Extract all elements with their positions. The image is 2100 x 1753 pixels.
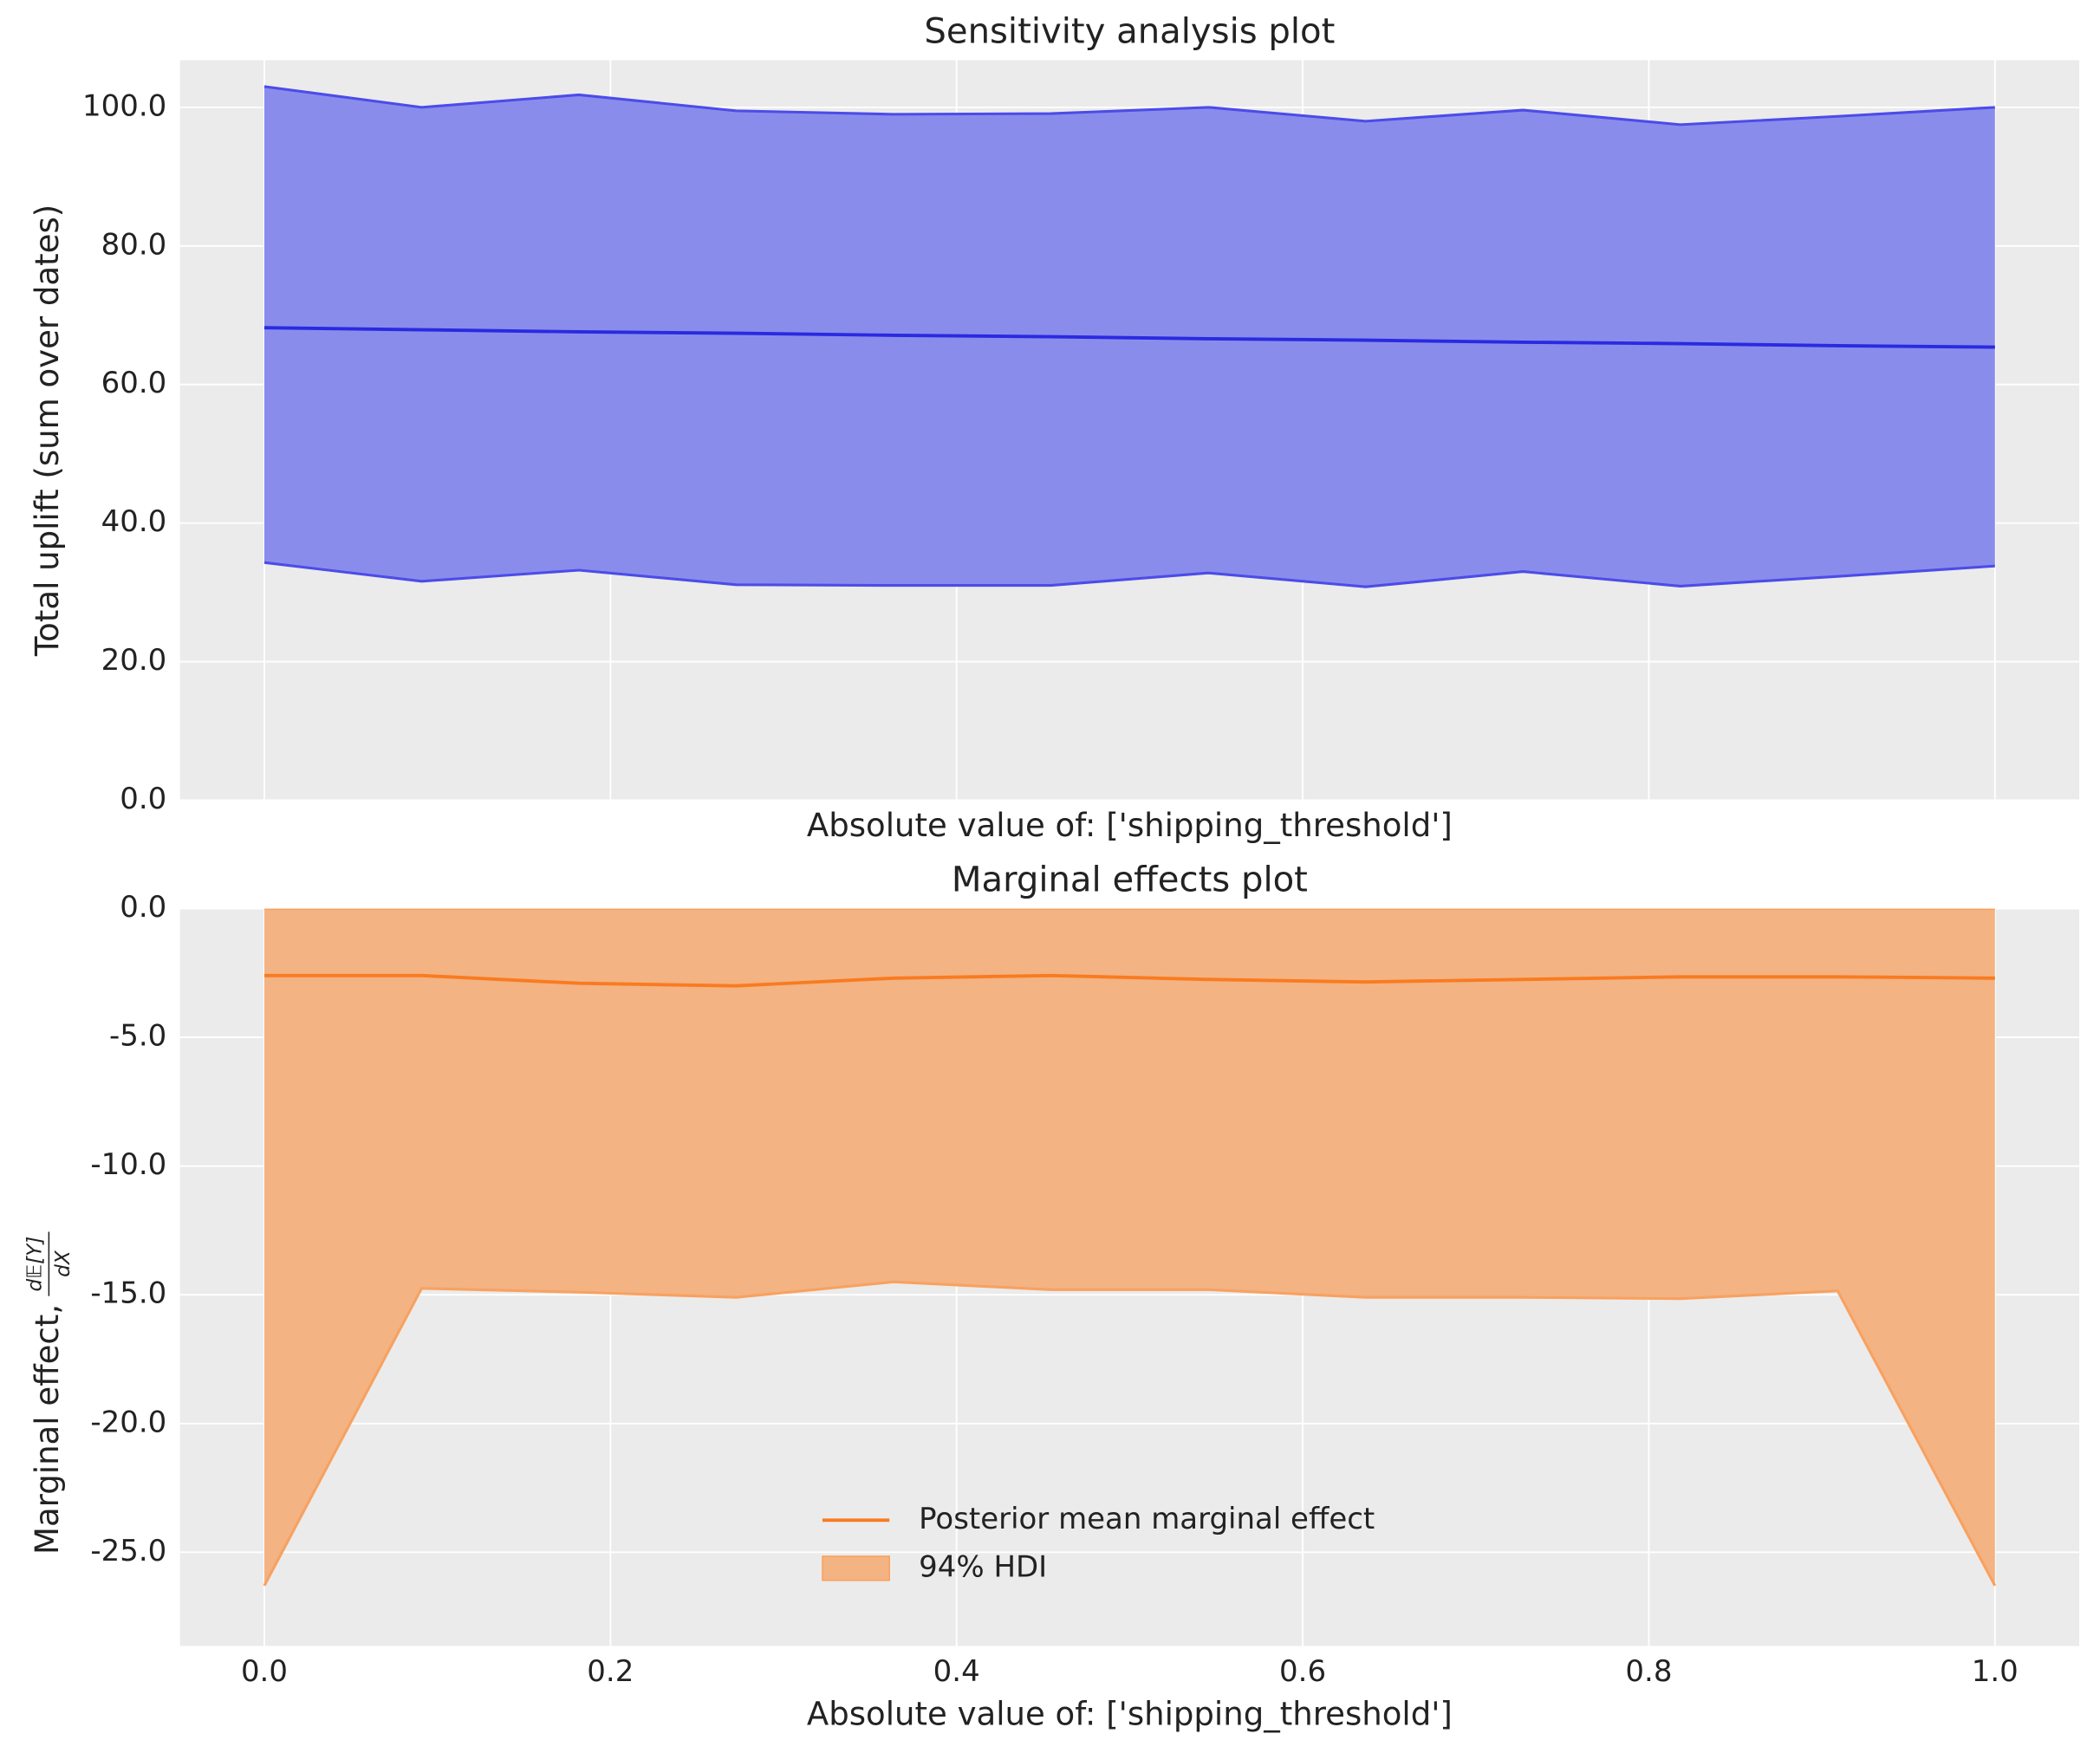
y-label-denominator: dX bbox=[52, 1250, 75, 1277]
x-tick-label: 0.8 bbox=[1625, 1654, 1672, 1689]
legend-label: Posterior mean marginal effect bbox=[919, 1502, 1375, 1536]
band-edge bbox=[263, 561, 1995, 588]
mean-line bbox=[263, 973, 1995, 988]
band-edge bbox=[263, 1280, 1997, 1587]
y-tick-label: -15.0 bbox=[90, 1276, 166, 1311]
y-tick-label: 100.0 bbox=[82, 88, 166, 123]
legend-label: 94% HDI bbox=[919, 1549, 1047, 1584]
y-tick-label: -20.0 bbox=[90, 1405, 166, 1439]
y-tick-label: 60.0 bbox=[101, 366, 167, 400]
mean-line bbox=[263, 326, 1995, 349]
plot-marks bbox=[263, 85, 1995, 588]
hdi-band bbox=[263, 908, 1995, 1586]
x-tick-label: 0.0 bbox=[241, 1654, 288, 1689]
band-edge bbox=[263, 85, 1995, 127]
x-tick-label: 0.6 bbox=[1279, 1654, 1326, 1689]
y-tick-label: 0.0 bbox=[120, 782, 166, 816]
y-tick-label: 20.0 bbox=[101, 643, 167, 678]
y-axis-label-group: Marginal effect, d𝔼[Y] dX bbox=[23, 1231, 75, 1555]
y-tick-label: -25.0 bbox=[90, 1534, 166, 1568]
x-tick-label: 0.2 bbox=[587, 1654, 634, 1689]
chart-title: Marginal effects plot bbox=[952, 860, 1308, 900]
y-axis-label: Marginal effect, bbox=[29, 1304, 66, 1555]
y-axis-label: Total uplift (sum over dates) bbox=[29, 205, 66, 657]
y-tick-label: 80.0 bbox=[101, 227, 167, 262]
x-tick-label: 1.0 bbox=[1972, 1654, 2019, 1689]
x-axis-label: Absolute value of: ['shipping_threshold'… bbox=[807, 807, 1453, 844]
x-axis-label: Absolute value of: ['shipping_threshold'… bbox=[807, 1695, 1453, 1732]
chart-title: Sensitivity analysis plot bbox=[924, 12, 1335, 52]
y-tick-label: 0.0 bbox=[120, 890, 166, 925]
y-tick-label: 40.0 bbox=[101, 504, 167, 539]
plot-marks bbox=[263, 908, 1997, 1587]
y-tick-label: -10.0 bbox=[90, 1147, 166, 1182]
y-label-numerator: d𝔼[Y] bbox=[23, 1237, 46, 1292]
legend-swatch bbox=[822, 1555, 890, 1581]
y-axis-label-group: Total uplift (sum over dates) bbox=[29, 205, 66, 657]
y-tick-label: -5.0 bbox=[109, 1019, 166, 1054]
x-tick-label: 0.4 bbox=[933, 1654, 980, 1689]
